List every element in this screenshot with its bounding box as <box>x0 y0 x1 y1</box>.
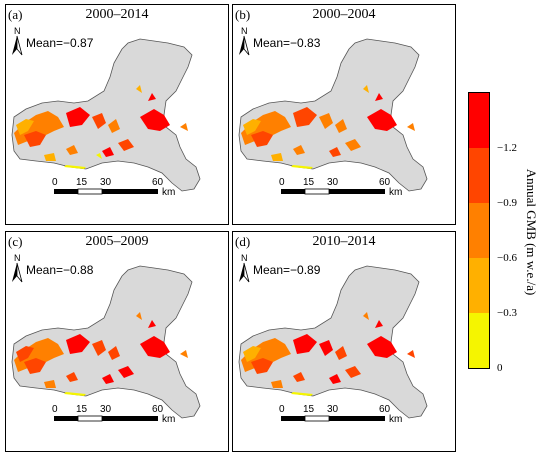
glacier-patches <box>241 85 415 169</box>
scale-tick: 0 <box>52 177 58 188</box>
north-label: N <box>241 26 248 36</box>
map-panel-c: (c) 2005–2009 N Mean=−0.88 0 15 30 60 km <box>5 231 229 452</box>
glacier-patches <box>241 312 415 396</box>
scale-tick: 30 <box>327 404 339 415</box>
panel-title: 2000–2014 <box>85 7 149 22</box>
legend-tick: −0.9 <box>497 197 517 209</box>
panel-title: 2010–2014 <box>312 234 376 249</box>
panel-label: (a) <box>8 7 23 22</box>
panel-title: 2000–2004 <box>312 7 376 22</box>
scale-tick: 0 <box>52 404 58 415</box>
north-arrow-icon: N <box>236 252 252 289</box>
north-label: N <box>14 26 21 36</box>
scale-tick: 15 <box>76 177 88 188</box>
mean-value: Mean=−0.88 <box>26 263 94 277</box>
legend-swatch <box>469 93 489 148</box>
scale-tick: 0 <box>279 404 285 415</box>
scale-unit: km <box>162 414 175 425</box>
legend-title: Annual GMB (m w.e./a) <box>524 168 539 296</box>
scale-tick: 60 <box>379 404 391 415</box>
panel-label: (c) <box>8 234 23 249</box>
scale-tick: 15 <box>76 404 88 415</box>
scale-tick: 60 <box>152 177 164 188</box>
glacier-patches <box>14 85 188 169</box>
scale-tick: 60 <box>152 404 164 415</box>
legend-tick: −1.2 <box>497 142 517 154</box>
north-arrow-icon: N <box>9 252 25 289</box>
map-panel-a: (a) 2000–2014 N Mean=−0.87 0 15 30 60 km <box>5 4 229 225</box>
legend-swatch <box>469 203 489 258</box>
mean-value: Mean=−0.83 <box>253 36 321 50</box>
scale-tick: 30 <box>100 404 112 415</box>
glacier-patches <box>14 312 188 396</box>
scale-unit: km <box>162 187 175 198</box>
legend-tick: 0 <box>497 362 503 374</box>
legend-swatch <box>469 258 489 313</box>
north-label: N <box>241 253 248 263</box>
scale-unit: km <box>389 414 402 425</box>
basin-map <box>238 38 428 192</box>
scale-unit: km <box>389 187 402 198</box>
scale-tick: 0 <box>279 177 285 188</box>
scale-tick: 30 <box>100 177 112 188</box>
basin-map <box>11 38 201 192</box>
scale-tick: 30 <box>327 177 339 188</box>
legend-swatch <box>469 148 489 203</box>
scale-tick: 15 <box>303 177 315 188</box>
scale-bar: 0 15 30 60 km <box>279 177 402 198</box>
scale-bar: 0 15 30 60 km <box>52 404 175 425</box>
north-label: N <box>14 253 21 263</box>
color-legend <box>468 92 490 369</box>
map-panel-b: (b) 2000–2004 N Mean=−0.83 0 15 30 60 km <box>232 4 456 225</box>
scale-bar: 0 15 30 60 km <box>52 177 175 198</box>
legend-swatch <box>469 313 489 368</box>
north-arrow-icon: N <box>9 25 25 62</box>
panel-title: 2005–2009 <box>85 234 149 249</box>
basin-map <box>11 265 201 419</box>
map-panel-d: (d) 2010–2014 N Mean=−0.89 0 15 30 60 km <box>232 231 456 452</box>
legend-tick: −0.6 <box>497 252 517 264</box>
basin-map <box>238 265 428 419</box>
scale-bar: 0 15 30 60 km <box>279 404 402 425</box>
panel-label: (b) <box>235 7 251 22</box>
scale-tick: 15 <box>303 404 315 415</box>
mean-value: Mean=−0.87 <box>26 36 94 50</box>
north-arrow-icon: N <box>236 25 252 62</box>
legend-tick: −0.3 <box>497 307 517 319</box>
scale-tick: 60 <box>379 177 391 188</box>
panel-label: (d) <box>235 234 251 249</box>
mean-value: Mean=−0.89 <box>253 263 321 277</box>
